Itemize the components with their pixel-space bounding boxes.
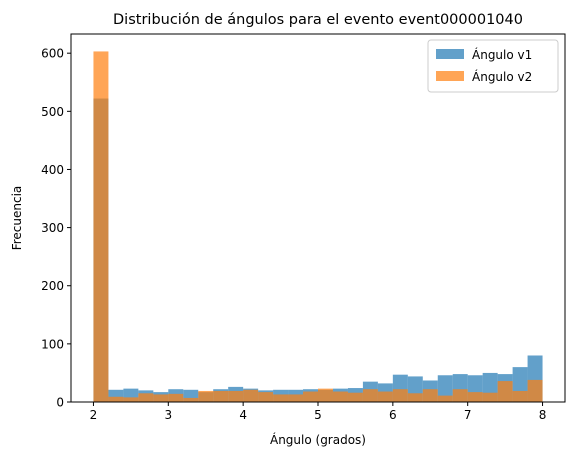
bar-series2-bin11 — [243, 389, 259, 402]
y-tick-label: 100 — [41, 337, 64, 351]
bar-series2-bin3 — [123, 397, 139, 402]
x-tick-label: 7 — [464, 408, 472, 422]
bar-series2-bin8 — [198, 390, 214, 402]
x-tick-label: 4 — [239, 408, 247, 422]
bar-series2-bin17 — [332, 391, 348, 402]
y-axis-label: Frecuencia — [10, 186, 24, 251]
x-axis: 2 3 4 5 6 7 8 — [90, 402, 547, 422]
bar-series2-bin30 — [527, 379, 543, 402]
legend-label-series1: Ángulo v1 — [472, 47, 532, 62]
bar-series2-bin15 — [303, 391, 318, 402]
x-tick-label: 8 — [539, 408, 547, 422]
bar-series2-bin27 — [482, 392, 498, 402]
y-tick-label: 400 — [41, 163, 64, 177]
y-tick-label: 600 — [41, 47, 64, 61]
x-tick-label: 6 — [389, 408, 397, 422]
x-tick-label: 2 — [90, 408, 98, 422]
legend-swatch-series1 — [436, 49, 464, 59]
x-tick-label: 5 — [314, 408, 322, 422]
x-axis-label: Ángulo (grados) — [270, 432, 366, 447]
bar-series2-bin1 — [93, 51, 109, 402]
bar-series2-bin28 — [497, 381, 513, 402]
x-tick-label: 3 — [164, 408, 172, 422]
bar-series2-bin12 — [258, 392, 274, 402]
bars-layer — [93, 51, 543, 402]
bar-series2-bin2 — [108, 396, 124, 402]
bar-series2-bin16 — [318, 388, 333, 402]
bar-series2-bin7 — [183, 397, 199, 402]
bar-series2-bin21 — [392, 389, 408, 402]
y-tick-label: 200 — [41, 279, 64, 293]
bar-series2-bin22 — [407, 393, 423, 402]
chart-title: Distribución de ángulos para el evento e… — [113, 12, 523, 28]
bar-series2-bin18 — [347, 392, 363, 402]
y-tick-label: 0 — [56, 396, 64, 410]
bar-series2-bin6 — [168, 393, 184, 402]
legend-swatch-series2 — [436, 71, 464, 81]
y-tick-label: 300 — [41, 221, 64, 235]
bar-series2-bin10 — [228, 390, 244, 402]
plot-area — [70, 33, 566, 403]
plot-background — [71, 34, 565, 402]
bar-series2-bin20 — [377, 391, 393, 402]
bar-series1-bin24 — [437, 375, 453, 402]
y-axis: 0 100 200 300 400 500 600 — [41, 47, 71, 410]
bar-series2-bin14 — [288, 394, 304, 402]
bar-series2-bin9 — [213, 390, 229, 402]
bar-series2-bin26 — [467, 392, 483, 402]
bar-series2-bin23 — [422, 389, 438, 402]
legend: Ángulo v1 Ángulo v2 — [427, 39, 559, 93]
bar-series2-bin24 — [437, 395, 453, 402]
bar-series2-bin13 — [273, 394, 289, 402]
legend-label-series2: Ángulo v2 — [472, 69, 532, 84]
bar-series2-bin5 — [153, 394, 169, 402]
bar-series2-bin25 — [452, 389, 468, 402]
y-tick-label: 500 — [41, 105, 64, 119]
bar-series2-bin4 — [138, 393, 154, 402]
bar-series2-bin19 — [362, 389, 378, 402]
bar-series2-bin29 — [512, 390, 528, 402]
